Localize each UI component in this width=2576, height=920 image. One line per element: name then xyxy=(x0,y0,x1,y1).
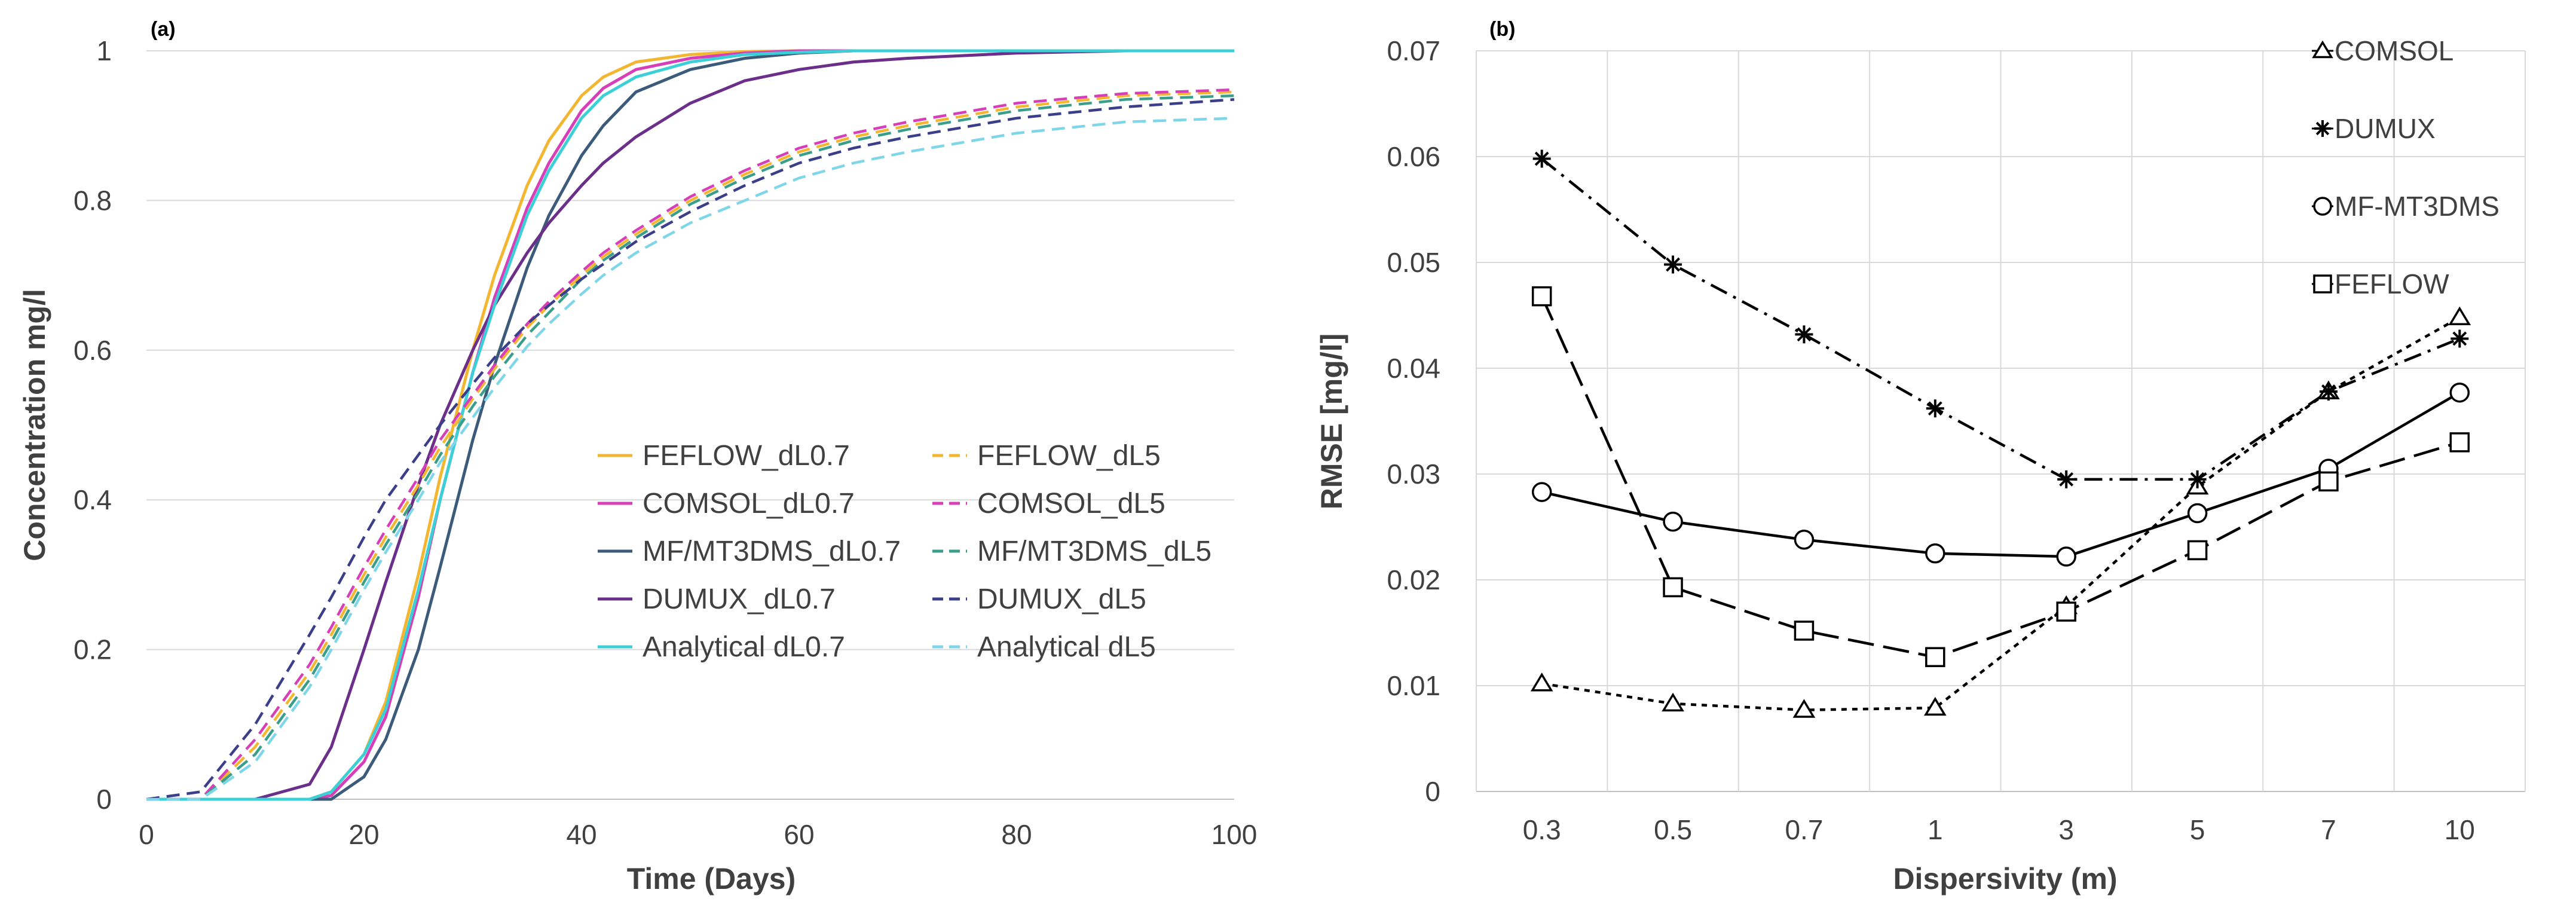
data-point-mf-mt3dms xyxy=(2056,546,2076,567)
data-point-mf-mt3dms xyxy=(2187,503,2208,524)
data-point-mf-mt3dms xyxy=(2449,382,2470,403)
panel-b-x-tick-label: 3 xyxy=(2058,814,2074,845)
legend-label-comsol-dl5: COMSOL_dL5 xyxy=(977,488,1165,519)
panel-b-y-tick-label: 0.07 xyxy=(1387,35,1440,66)
series-line-dumux xyxy=(1541,157,2461,481)
series-line-analytical-dl5 xyxy=(146,117,1235,801)
panel-a-x-tick-label: 80 xyxy=(1001,819,1032,850)
panel-a-x-tick-label: 0 xyxy=(139,819,154,850)
legend-label-mf-mt3dms-dl0-7: MF/MT3DMS_dL0.7 xyxy=(643,536,901,567)
series-line-dumux-dl5 xyxy=(146,98,1235,801)
legend-label-feflow: FEFLOW xyxy=(2335,268,2449,299)
data-point-comsol xyxy=(1923,696,1947,716)
data-point-feflow xyxy=(2187,540,2208,561)
legend-marker-dumux xyxy=(2314,120,2331,137)
panel-b-y-tick-label: 0 xyxy=(1425,776,1440,807)
panel-b-y-axis-title: RMSE [mg/l] xyxy=(1315,334,1348,509)
data-point-feflow xyxy=(2318,471,2339,492)
data-point-dumux xyxy=(1926,399,1944,418)
panel-a-x-axis-title: Time (Days) xyxy=(627,862,796,895)
legend-marker-comsol xyxy=(2312,40,2333,59)
panel-b-chart: (b) 0 0.01 0.02 0.03 0.04 0.05 0.06 0.07 0.3 0.5 0.… xyxy=(1315,18,2526,895)
data-point-mf-mt3dms xyxy=(1794,529,1815,550)
panel-a-y-axis-title: Concentration mg/l xyxy=(18,289,51,561)
panel-a-x-tick-label: 60 xyxy=(784,819,814,850)
series-line-feflow xyxy=(1540,295,2460,659)
series-line-dumux-dl0-7 xyxy=(146,49,1234,801)
panel-b-x-tick-label: 5 xyxy=(2190,814,2205,845)
data-point-comsol xyxy=(2448,306,2471,326)
legend-marker-mf-mt3dms xyxy=(2313,197,2332,216)
panel-a-y-tick-label: 0.2 xyxy=(74,634,112,665)
panel-b-y-tick-label: 0.06 xyxy=(1387,141,1440,172)
legend-label-mf-mt3dms: MF-MT3DMS xyxy=(2335,191,2499,222)
legend-marker-feflow xyxy=(2313,274,2332,294)
data-point-mf-mt3dms xyxy=(1925,543,1945,564)
data-point-comsol xyxy=(1792,699,1816,718)
series-line-comsol xyxy=(1541,316,2461,711)
panel-a-y-tick-label: 0.4 xyxy=(74,484,112,515)
data-point-dumux xyxy=(1664,255,1682,274)
panel-a-label: (a) xyxy=(151,18,176,41)
legend-label-analytical-dl0-7: Analytical dL0.7 xyxy=(643,631,845,663)
legend-label-dumux: DUMUX xyxy=(2335,113,2436,144)
panel-a-x-tick-label: 100 xyxy=(1211,819,1258,850)
data-point-feflow xyxy=(2449,432,2470,453)
panel-b-x-tick-label: 0.5 xyxy=(1654,814,1692,845)
panel-b-label: (b) xyxy=(1489,18,1515,41)
panel-b-y-tick-label: 0.02 xyxy=(1387,564,1440,595)
panel-b-x-tick-label: 7 xyxy=(2321,814,2336,845)
legend-label-feflow-dl0-7: FEFLOW_dL0.7 xyxy=(643,440,850,472)
panel-b-y-tick-label: 0.05 xyxy=(1387,247,1440,278)
panel-b-y-tick-label: 0.01 xyxy=(1387,670,1440,701)
panel-b-x-tick-label: 0.3 xyxy=(1523,814,1561,845)
panel-b-x-tick-label: 10 xyxy=(2445,814,2475,845)
series-line-analytical-dl0-7 xyxy=(146,49,1234,801)
data-point-comsol xyxy=(1530,673,1553,692)
data-point-comsol xyxy=(1662,692,1684,712)
panel-a-y-tick-label: 0.8 xyxy=(74,185,112,216)
data-point-dumux xyxy=(1532,149,1551,168)
legend-label-analytical-dl5: Analytical dL5 xyxy=(977,631,1156,663)
legend-label-comsol-dl0-7: COMSOL_dL0.7 xyxy=(643,488,855,519)
panel-b-x-axis-title: Dispersivity (m) xyxy=(1893,862,2117,895)
panel-a-y-tick-label: 0 xyxy=(96,784,112,815)
data-point-dumux xyxy=(2057,470,2076,488)
panel-b-y-tick-label: 0.03 xyxy=(1387,459,1440,490)
legend-label-dumux-dl0-7: DUMUX_dL0.7 xyxy=(643,583,836,615)
data-point-feflow xyxy=(1794,621,1815,641)
panel-a-chart: (a) 0 0.2 0.4 0.6 0.8 1 0 20 40 60 80 100 Time (Days)… xyxy=(18,18,1257,895)
data-point-feflow xyxy=(1925,647,1945,667)
series-line-comsol-dl5 xyxy=(146,88,1235,801)
panel-a-x-tick-label: 40 xyxy=(566,819,596,850)
data-point-dumux xyxy=(2188,470,2207,488)
series-line-mf-mt3dms xyxy=(1541,391,2461,558)
legend-label-comsol: COMSOL xyxy=(2335,35,2453,66)
legend-label-mf-mt3dms-dl5: MF/MT3DMS_dL5 xyxy=(977,536,1211,567)
panel-b-y-tick-label: 0.04 xyxy=(1387,353,1440,384)
legend-label-feflow-dl5: FEFLOW_dL5 xyxy=(977,440,1161,472)
data-point-dumux xyxy=(2450,329,2469,348)
panel-a-y-tick-label: 0.6 xyxy=(74,335,112,366)
data-point-dumux xyxy=(1795,325,1813,344)
data-point-feflow xyxy=(2056,601,2076,622)
data-point-feflow xyxy=(1531,286,1552,307)
data-point-feflow xyxy=(1663,577,1683,598)
panel-b-x-tick-label: 0.7 xyxy=(1785,814,1823,845)
data-point-mf-mt3dms xyxy=(1663,511,1683,532)
data-point-dumux xyxy=(2319,382,2338,401)
panel-a-y-tick-label: 1 xyxy=(96,35,112,66)
panel-b-x-tick-label: 1 xyxy=(1928,814,1943,845)
legend-label-dumux-dl5: DUMUX_dL5 xyxy=(977,583,1146,615)
data-point-mf-mt3dms xyxy=(1531,482,1552,502)
series-line-feflow-dl5 xyxy=(146,90,1235,801)
series-line-mf-mt3dms-dl5 xyxy=(146,94,1235,801)
panel-a-x-tick-label: 20 xyxy=(348,819,379,850)
